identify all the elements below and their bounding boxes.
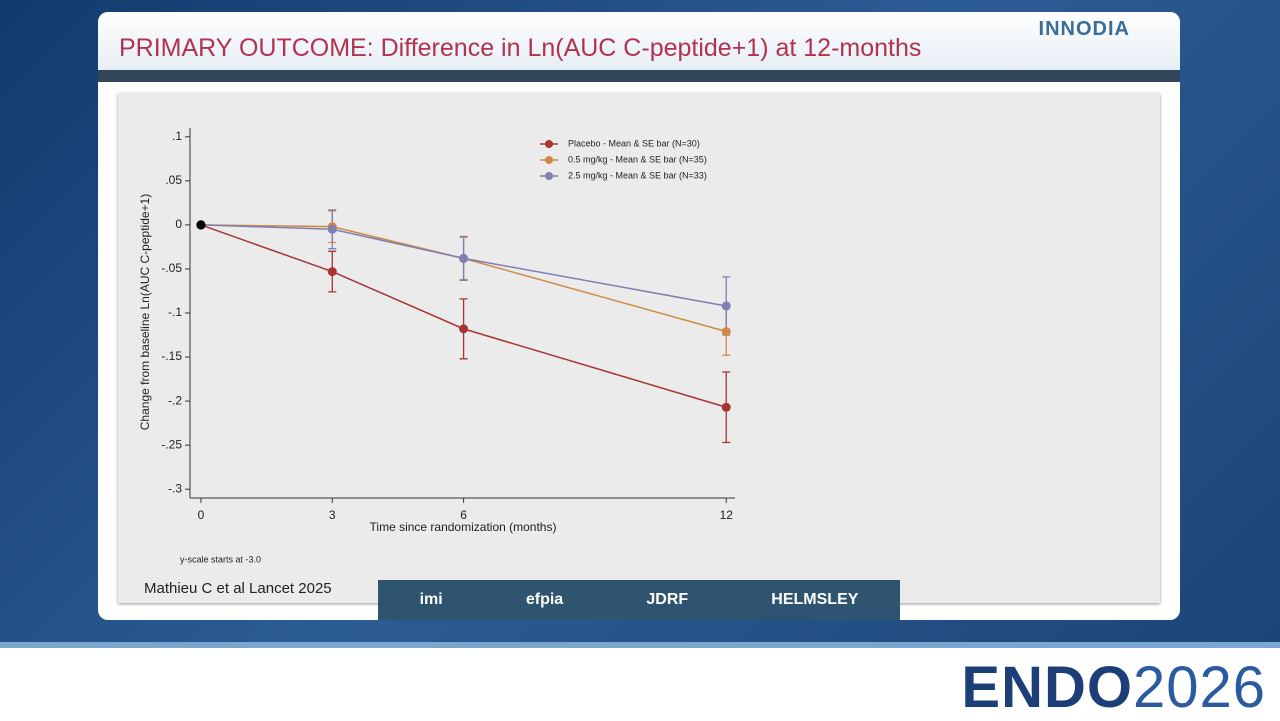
logo: INNODIA [1038,18,1130,40]
x-tick-label: 3 [329,508,336,522]
y-tick-label: .1 [172,129,182,143]
x-tick-label: 0 [198,508,205,522]
event-logo: ENDO2026 [961,654,1266,721]
y-tick-label: -.3 [168,481,182,495]
point [459,253,469,263]
note: y-scale starts at -3.0 [180,554,261,564]
point [721,327,731,336]
point [459,324,469,334]
point [327,224,337,234]
x-axis-title: Time since randomization (months) [370,520,557,534]
point [721,402,731,412]
sponsor: imi [419,591,443,608]
legend-label: 2.5 mg/kg - Mean & SE bar (N=33) [568,170,707,180]
series-line [200,224,727,307]
sponsor: JDRF [646,591,689,608]
sponsor: HELMSLEY [771,591,859,608]
y-tick-label: -.05 [161,261,182,275]
point [196,220,206,230]
x-tick-label: 12 [720,508,734,522]
chart: y-scale starts at -3.0 Time since random… [138,128,735,564]
legend-marker [545,172,553,180]
legend-marker [545,156,553,164]
sponsor: efpia [525,591,564,608]
series-line [200,224,727,408]
point [721,301,731,311]
y-tick-label: -.2 [168,393,182,407]
legend-label: 0.5 mg/kg - Mean & SE bar (N=35) [568,154,707,164]
y-tick-label: .05 [165,173,182,187]
title-bar: PRIMARY OUTCOME: Difference in Ln(AUC C-… [98,12,1180,70]
slide-title: PRIMARY OUTCOME: Difference in Ln(AUC C-… [119,34,922,62]
y-tick-label: 0 [175,217,182,231]
divider [98,70,1180,82]
legend-label: Placebo - Mean & SE bar (N=30) [568,138,700,148]
series-line [200,224,727,333]
citation: Mathieu C et al Lancet 2025 [144,580,332,597]
slide: PRIMARY OUTCOME: Difference in Ln(AUC C-… [98,12,1180,620]
event-year: 2026 [1132,655,1266,720]
y-tick-label: -.15 [161,349,182,363]
event: ENDO [961,655,1133,720]
band [0,642,1280,648]
x-tick-label: 6 [460,508,467,522]
legend-marker [545,140,553,148]
y-axis-title: Change from baseline Ln(AUC C-peptide+1) [138,194,152,430]
y-tick-label: -.25 [161,437,182,451]
y-tick-label: -.1 [168,305,182,319]
point [327,267,337,277]
plot-panel [118,93,1160,603]
sponsor-bar: imi efpia JDRF HELMSLEY [378,580,900,620]
